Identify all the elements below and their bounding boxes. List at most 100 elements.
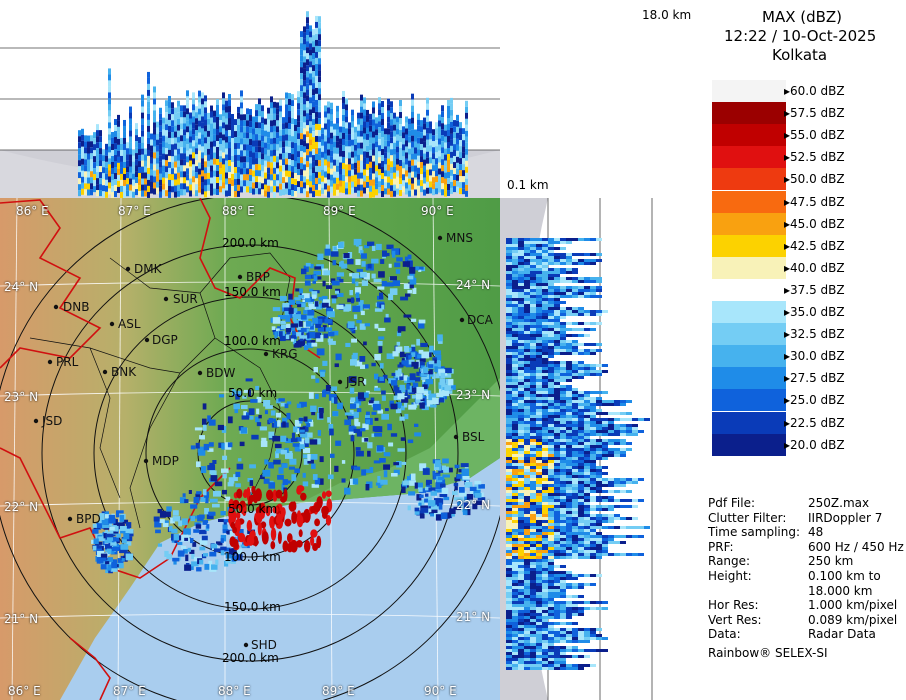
- lon-label-top-88: 88° E: [222, 204, 255, 218]
- info-legend-panel: MAX (dBZ) 12:22 / 10-Oct-2025 Kolkata ▸6…: [700, 0, 906, 700]
- city-label: JSR: [346, 375, 366, 389]
- city-label: BPD: [76, 512, 101, 526]
- lat-label-right-23: 23° N: [456, 388, 491, 402]
- lat-label-right-21: 21° N: [456, 610, 491, 624]
- legend-label: ▸57.5 dBZ: [784, 106, 845, 121]
- lon-label-bottom-86: 86° E: [8, 684, 41, 698]
- metadata-row: Pdf File: 250Z.max: [708, 496, 869, 510]
- city-label: BSL: [462, 430, 485, 444]
- legend-swatch: [712, 411, 786, 434]
- legend-swatch: [712, 168, 786, 191]
- city-label: PRL: [56, 355, 79, 369]
- legend-label: ▸45.0 dBZ: [784, 216, 845, 231]
- legend-label: ▸37.5 dBZ: [784, 282, 845, 297]
- lat-label-right-24: 24° N: [456, 278, 491, 292]
- lon-label-top-89: 89° E: [323, 204, 356, 218]
- top-reflectivity-bars: [78, 11, 468, 198]
- lat-label-left-24: 24° N: [4, 280, 39, 294]
- city-label: BDW: [206, 366, 236, 380]
- lat-label-left-21: 21° N: [4, 612, 39, 626]
- location-label: Kolkata: [772, 46, 828, 64]
- city-label: KRG: [272, 347, 298, 361]
- legend-swatch: [712, 146, 786, 169]
- legend-label: ▸30.0 dBZ: [784, 349, 845, 364]
- lon-label-bottom-87: 87° E: [113, 684, 146, 698]
- lon-label-top-87: 87° E: [118, 204, 151, 218]
- metadata-row: Data: Radar Data: [708, 627, 876, 641]
- metadata-value: Radar Data: [808, 627, 876, 642]
- legend-swatch: [712, 389, 786, 412]
- legend-label: ▸50.0 dBZ: [784, 172, 845, 187]
- metadata-value: 0.089 km/pixel: [808, 612, 898, 627]
- legend-label: ▸47.5 dBZ: [784, 194, 845, 209]
- metadata-row: Height: 0.100 km to: [708, 569, 881, 583]
- right-height-profile-panel: [500, 198, 700, 700]
- range-label-north-150: 150.0 km: [224, 285, 281, 299]
- top-height-profile-panel: [0, 0, 500, 198]
- city-label: DCA: [467, 313, 493, 327]
- metadata-value: 250 km: [808, 554, 854, 569]
- range-label-south-200: 200.0 km: [222, 651, 279, 665]
- metadata-row: Range: 250 km: [708, 554, 853, 568]
- legend-label: ▸40.0 dBZ: [784, 260, 845, 275]
- range-label-south-50: 50.0 km: [228, 502, 278, 516]
- legend-label: ▸35.0 dBZ: [784, 305, 845, 319]
- legend-swatch: [712, 256, 786, 279]
- lon-label-bottom-90: 90° E: [424, 684, 457, 698]
- legend-label: ▸60.0 dBZ: [784, 84, 845, 98]
- legend-swatch: [712, 278, 786, 301]
- radar-echoes: [91, 238, 486, 574]
- legend-label: ▸25.0 dBZ: [784, 393, 845, 408]
- legend-swatch: [712, 323, 786, 346]
- lon-label-bottom-88: 88° E: [218, 684, 251, 698]
- datetime-label: 12:22 / 10-Oct-2025: [724, 27, 877, 45]
- city-label: BRP: [246, 270, 270, 284]
- legend-label: ▸52.5 dBZ: [784, 150, 845, 165]
- top-profile-svg: [0, 11, 500, 198]
- metadata-value: 600 Hz / 450 Hz: [808, 539, 904, 554]
- legend-swatch: [712, 301, 786, 323]
- lat-label-left-23: 23° N: [4, 390, 39, 404]
- city-label: MNS: [446, 231, 473, 245]
- metadata-value: 48: [808, 525, 824, 540]
- legend-label: ▸22.5 dBZ: [784, 415, 845, 430]
- footer-brand: Rainbow® SELEX-SI: [708, 646, 828, 660]
- top-height-label: 18.0 km: [642, 8, 692, 22]
- legend-swatch: [712, 102, 786, 125]
- metadata-row: Vert Res: 0.089 km/pixel: [708, 613, 897, 627]
- radar-map-svg: [0, 198, 500, 700]
- metadata-value: 1.000 km/pixel: [808, 598, 898, 613]
- city-label: MDP: [152, 454, 179, 468]
- radar-map-panel: 86° E 87° E 88° E 89° E 90° E 86° E 87° …: [0, 198, 500, 700]
- lon-label-bottom-89: 89° E: [322, 684, 355, 698]
- city-label: DMK: [134, 262, 162, 276]
- city-label: DNB: [63, 300, 90, 314]
- metadata-key: Time sampling:: [708, 525, 801, 540]
- metadata-key: Hor Res:: [708, 598, 759, 613]
- lat-label-right-22: 22° N: [456, 498, 491, 512]
- metadata-row: Clutter Filter: IIRDoppler 7: [708, 511, 882, 525]
- city-label: SUR: [173, 292, 198, 306]
- legend-label: ▸32.5 dBZ: [784, 327, 845, 342]
- legend-swatch: [712, 190, 786, 213]
- product-title: MAX (dBZ): [762, 8, 843, 26]
- city-label: BNK: [111, 365, 137, 379]
- metadata-key: PRF:: [708, 539, 734, 554]
- metadata-row: Hor Res: 1.000 km/pixel: [708, 598, 897, 613]
- legend-swatch: [712, 124, 786, 147]
- metadata-key: Height:: [708, 569, 752, 583]
- legend-swatch: [712, 80, 786, 102]
- city-label: JSD: [42, 414, 63, 428]
- right-reflectivity-bars: [506, 238, 650, 670]
- city-label: SHD: [251, 638, 277, 652]
- metadata-value: 0.100 km to: [808, 569, 881, 583]
- metadata-value: IIRDoppler 7: [808, 510, 883, 525]
- high-reflectivity-cluster: [228, 485, 333, 553]
- metadata-row: Time sampling: 48: [708, 525, 823, 540]
- legend-swatch: [712, 433, 786, 456]
- legend-swatch: [712, 212, 786, 235]
- range-label-north-50: 50.0 km: [228, 386, 278, 400]
- legend-label: ▸42.5 dBZ: [784, 238, 845, 253]
- metadata-key: Pdf File:: [708, 496, 756, 510]
- legend-swatch: [712, 345, 786, 368]
